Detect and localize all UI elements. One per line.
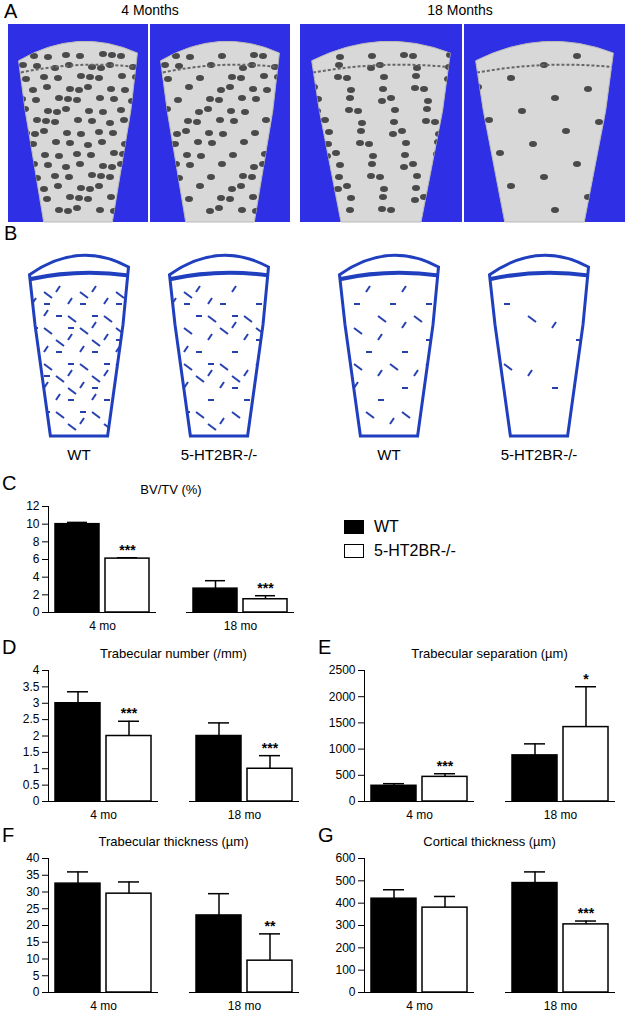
svg-text:8: 8 [33,535,40,549]
svg-text:2500: 2500 [329,663,356,677]
svg-text:12: 12 [26,499,40,513]
svg-text:1000: 1000 [329,742,356,756]
html-text:5-HT2BR-/-: 5-HT2BR-/- [500,446,578,463]
svg-text:***: *** [578,905,595,921]
svg-text:***: *** [121,705,138,721]
svg-text:2: 2 [33,729,40,743]
svg-text:6: 6 [33,552,40,566]
svg-text:18 mo: 18 mo [544,999,578,1013]
svg-text:400: 400 [335,896,355,910]
svg-text:0: 0 [33,605,40,619]
html-text:WT: WT [67,446,91,463]
svg-text:600: 600 [335,851,355,865]
svg-text:4 mo: 4 mo [406,999,433,1013]
svg-text:3.5: 3.5 [23,680,40,694]
svg-text:1.5: 1.5 [23,745,40,759]
svg-text:*: * [583,671,589,687]
svg-text:500: 500 [335,874,355,888]
html-text:G: G [318,824,334,846]
html-text:Trabecular number (/mm): Trabecular number (/mm) [100,646,247,661]
svg-text:18 mo: 18 mo [228,999,262,1013]
html-text:A: A [4,0,18,22]
svg-text:18 mo: 18 mo [544,808,578,822]
svg-text:10: 10 [26,517,40,531]
html-text:4 Months: 4 Months [121,2,179,18]
svg-text:200: 200 [335,941,355,955]
svg-text:0: 0 [349,794,356,808]
svg-text:0: 0 [33,794,40,808]
svg-text:30: 30 [26,885,40,899]
svg-text:300: 300 [335,918,355,932]
svg-text:18 mo: 18 mo [228,808,262,822]
html-text:F: F [2,824,15,846]
svg-text:**: ** [265,918,276,934]
svg-text:5: 5 [33,969,40,983]
svg-text:***: *** [262,740,279,756]
svg-text:10: 10 [26,952,40,966]
svg-text:500: 500 [335,768,355,782]
svg-text:4 mo: 4 mo [89,619,116,633]
html-text:B: B [4,222,18,244]
svg-text:4 mo: 4 mo [406,808,433,822]
svg-text:35: 35 [26,868,40,882]
html-text:WT: WT [374,518,399,535]
svg-text:4: 4 [33,663,40,677]
svg-text:100: 100 [335,963,355,977]
svg-text:25: 25 [26,902,40,916]
html-text:5-HT2BR-/-: 5-HT2BR-/- [180,446,258,463]
svg-text:0.5: 0.5 [23,778,40,792]
svg-text:0: 0 [349,985,356,999]
html-text:WT: WT [377,446,401,463]
svg-text:4: 4 [33,570,40,584]
svg-text:15: 15 [26,935,40,949]
html-text:Trabecular thickness (µm): Trabecular thickness (µm) [98,834,249,849]
svg-text:18 mo: 18 mo [224,619,258,633]
svg-text:***: *** [437,758,454,774]
html-text:Cortical thickness (µm): Cortical thickness (µm) [423,834,556,849]
svg-text:2000: 2000 [329,690,356,704]
svg-text:2.5: 2.5 [23,712,40,726]
svg-text:1: 1 [33,762,40,776]
html-text:5-HT2BR-/-: 5-HT2BR-/- [374,542,456,559]
svg-text:3: 3 [33,696,40,710]
html-text:BV/TV (%): BV/TV (%) [140,482,202,497]
svg-text:20: 20 [26,918,40,932]
svg-text:0: 0 [33,985,40,999]
html-text:D: D [2,636,17,658]
html-text:18 Months: 18 Months [427,2,493,18]
svg-text:***: *** [119,542,136,558]
svg-text:1500: 1500 [329,716,356,730]
html-text:E: E [318,636,332,658]
svg-text:***: *** [257,580,274,596]
html-text:C: C [2,472,17,494]
svg-text:4 mo: 4 mo [90,999,117,1013]
svg-text:4 mo: 4 mo [90,808,117,822]
svg-text:2: 2 [33,588,40,602]
svg-text:40: 40 [26,851,40,865]
html-text:Trabecular separation (µm): Trabecular separation (µm) [411,646,568,661]
